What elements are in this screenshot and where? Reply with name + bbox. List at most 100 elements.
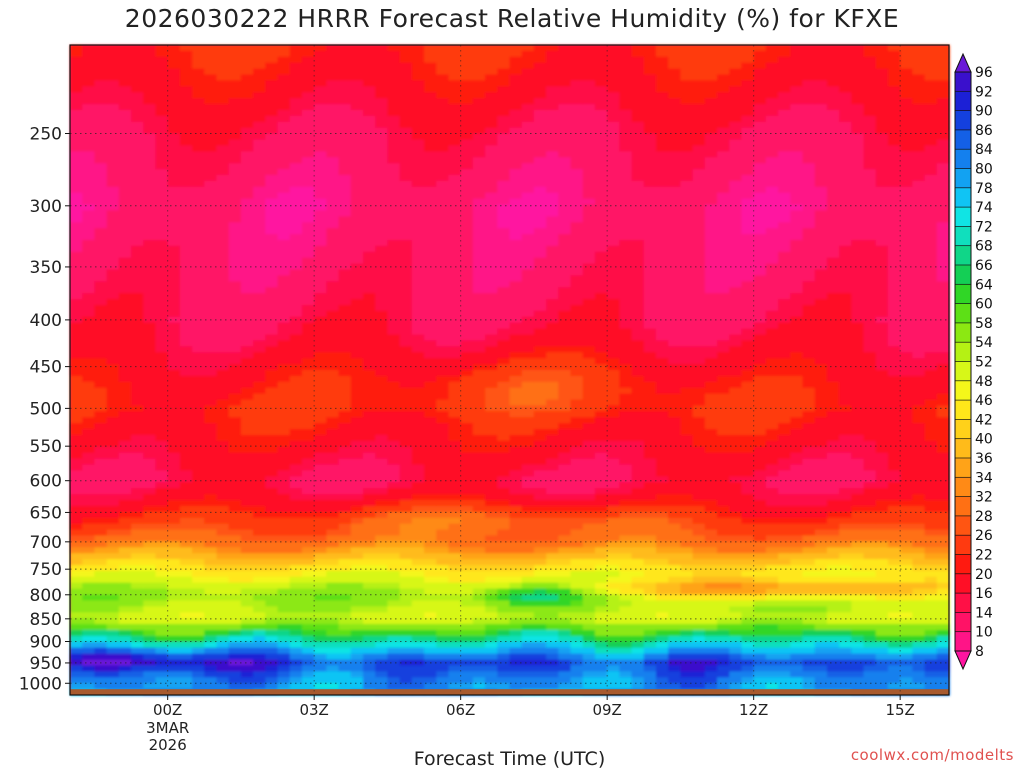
rh-cell <box>424 677 438 684</box>
rh-cell <box>253 423 267 430</box>
rh-cell <box>131 411 145 419</box>
rh-cell <box>436 565 450 572</box>
rh-cell <box>253 446 267 454</box>
rh-cell <box>240 600 254 608</box>
rh-cell <box>118 429 132 436</box>
rh-cell <box>546 535 560 543</box>
rh-cell <box>94 50 108 58</box>
rh-cell <box>363 310 377 318</box>
rh-cell <box>131 429 145 436</box>
rh-cell <box>167 647 181 655</box>
rh-cell <box>497 322 511 330</box>
rh-cell <box>106 630 120 637</box>
rh-cell <box>228 210 242 218</box>
rh-cell <box>448 393 462 401</box>
rh-cell <box>424 310 438 318</box>
rh-cell <box>497 541 511 549</box>
rh-cell <box>143 446 157 454</box>
rh-cell <box>448 310 462 318</box>
rh-cell <box>460 305 474 312</box>
rh-cell <box>619 281 633 289</box>
rh-cell <box>448 606 462 614</box>
rh-cell <box>265 635 279 643</box>
rh-cell <box>167 80 181 88</box>
rh-cell <box>179 80 193 88</box>
rh-cell <box>472 500 486 507</box>
rh-cell <box>289 653 303 661</box>
rh-cell <box>192 393 206 401</box>
rh-cell <box>472 364 486 371</box>
rh-cell <box>497 340 511 348</box>
rh-cell <box>375 606 389 614</box>
rh-cell <box>265 340 279 348</box>
rh-cell <box>228 240 242 247</box>
rh-cell <box>94 86 108 94</box>
rh-cell <box>411 476 425 484</box>
rh-cell <box>485 186 499 194</box>
rh-cell <box>167 234 181 241</box>
rh-cell <box>94 198 108 206</box>
rh-cell <box>326 139 340 147</box>
rh-cell <box>350 192 364 200</box>
rh-cell <box>192 62 206 70</box>
rh-cell <box>179 198 193 206</box>
rh-cell <box>424 517 438 525</box>
rh-cell <box>497 245 511 253</box>
rh-cell <box>338 364 352 371</box>
rh-cell <box>301 429 315 436</box>
rh-cell <box>509 352 523 359</box>
rh-cell <box>106 169 120 176</box>
rh-cell <box>350 175 364 182</box>
rh-cell <box>94 429 108 436</box>
rh-cell <box>375 559 389 566</box>
rh-cell <box>582 612 596 619</box>
rh-cell <box>143 175 157 182</box>
rh-cell <box>289 133 303 141</box>
rh-cell <box>253 606 267 614</box>
rh-cell <box>253 310 267 318</box>
rh-cell <box>546 482 560 489</box>
rh-cell <box>228 340 242 348</box>
rh-cell <box>155 133 169 141</box>
rh-cell <box>411 435 425 442</box>
rh-cell <box>253 92 267 99</box>
rh-cell <box>179 251 193 259</box>
rh-cell <box>533 50 547 58</box>
rh-cell <box>607 322 621 330</box>
rh-cell <box>582 257 596 265</box>
rh-cell <box>497 74 511 82</box>
rh-cell <box>301 127 315 135</box>
rh-cell <box>350 476 364 484</box>
rh-cell <box>582 305 596 312</box>
rh-cell <box>570 68 584 76</box>
rh-cell <box>253 647 267 655</box>
rh-cell <box>472 222 486 229</box>
rh-cell <box>472 328 486 336</box>
rh-cell <box>289 234 303 241</box>
rh-cell <box>82 180 96 188</box>
rh-cell <box>399 683 413 690</box>
rh-cell <box>521 175 535 182</box>
rh-cell <box>179 411 193 419</box>
rh-cell <box>533 370 547 377</box>
rh-cell <box>326 275 340 283</box>
rh-cell <box>277 411 291 419</box>
rh-cell <box>192 316 206 324</box>
rh-cell <box>155 352 169 359</box>
rh-cell <box>350 198 364 206</box>
rh-cell <box>387 151 401 159</box>
rh-cell <box>363 328 377 336</box>
rh-cell <box>582 635 596 643</box>
rh-cell <box>411 281 425 289</box>
rh-cell <box>448 464 462 472</box>
rh-cell <box>619 74 633 82</box>
rh-cell <box>314 275 328 283</box>
rh-cell <box>326 45 340 52</box>
rh-cell <box>533 600 547 608</box>
rh-cell <box>204 641 218 649</box>
rh-cell <box>204 582 218 590</box>
rh-cell <box>424 576 438 584</box>
rh-cell <box>167 74 181 82</box>
rh-cell <box>314 541 328 549</box>
rh-cell <box>582 121 596 129</box>
